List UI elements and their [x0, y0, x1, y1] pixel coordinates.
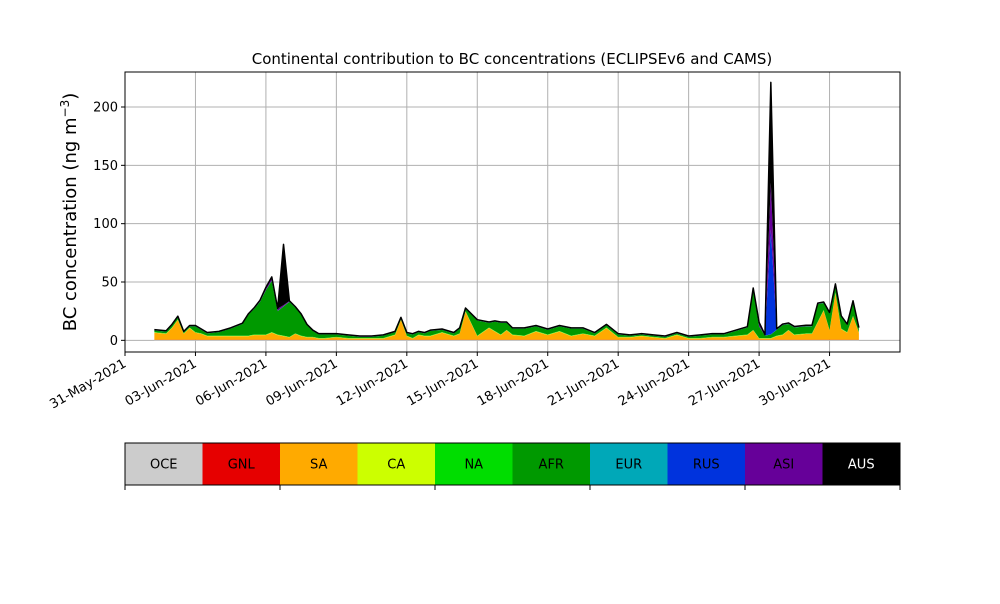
y-tick-label: 100: [93, 217, 118, 232]
colorbar-label-gnl: GNL: [228, 458, 256, 473]
region-colorbar: OCE GNL SA CA NA AFR EUR RUS ASI AUS: [125, 443, 901, 490]
y-tick-label: 50: [101, 276, 118, 291]
y-axis-label-text: BC concentration (ng m: [60, 117, 81, 331]
y-axis-label-superscript: −3: [58, 100, 72, 118]
colorbar-label-ca: CA: [387, 458, 405, 473]
y-axis-label-close: ): [60, 93, 81, 100]
colorbar-label-rus: RUS: [693, 458, 720, 473]
chart-title: Continental contribution to BC concentra…: [252, 50, 773, 68]
colorbar-label-na: NA: [464, 458, 483, 473]
y-tick-label: 0: [110, 334, 118, 349]
y-tick-label: 200: [93, 101, 118, 116]
colorbar-label-aus: AUS: [848, 458, 875, 473]
colorbar-label-eur: EUR: [615, 458, 642, 473]
colorbar-label-afr: AFR: [539, 458, 564, 473]
y-axis-label: BC concentration (ng m−3): [58, 93, 81, 332]
y-tick-label: 150: [93, 159, 118, 174]
colorbar-label-oce: OCE: [150, 458, 178, 473]
colorbar-label-asi: ASI: [773, 458, 794, 473]
colorbar-label-sa: SA: [310, 458, 327, 473]
